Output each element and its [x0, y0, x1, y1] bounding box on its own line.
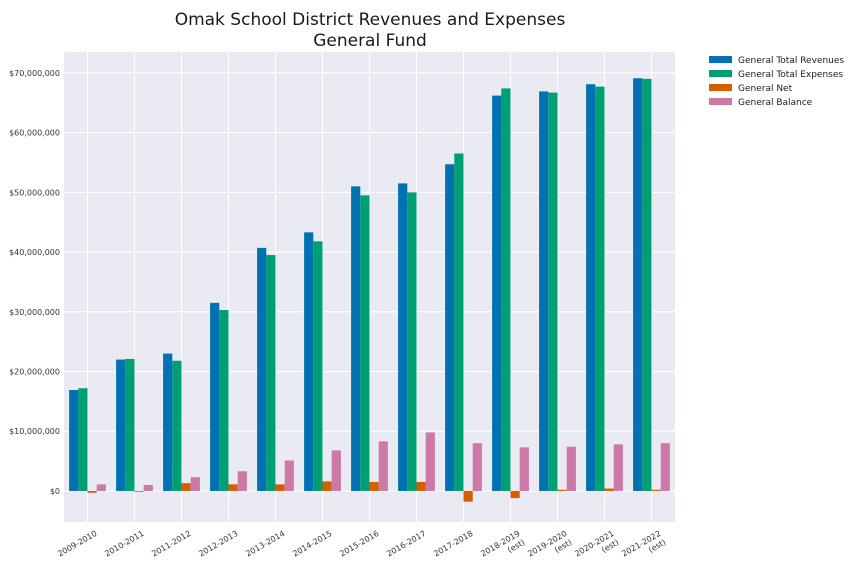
y-tick-label: $20,000,000: [9, 368, 60, 377]
bar-general-net: [134, 490, 144, 492]
bar-general-total-expenses: [172, 360, 182, 491]
bar-general-balance: [237, 471, 247, 491]
bar-general-net: [275, 484, 285, 491]
legend: General Total Revenues General Total Expe…: [709, 56, 844, 108]
bar-general-balance: [331, 450, 341, 491]
bar-general-balance: [143, 484, 153, 491]
x-tick-label: 2021-2022(est): [620, 529, 667, 567]
bar-general-total-expenses: [595, 86, 605, 491]
bar-general-total-revenues: [304, 232, 314, 491]
bar-general-net: [604, 488, 614, 491]
bar-general-balance: [472, 443, 482, 491]
chart-title-line-2: General Fund: [313, 31, 427, 51]
legend-label: General Total Expenses: [738, 70, 843, 80]
bar-general-total-revenues: [633, 78, 643, 491]
bar-general-total-revenues: [445, 164, 455, 491]
bar-general-net: [651, 489, 661, 491]
bar-general-net: [463, 490, 473, 502]
x-tick-label: 2020-2021(est): [573, 529, 620, 567]
bar-general-total-revenues: [398, 183, 408, 491]
legend-swatch: [709, 84, 732, 91]
y-tick-label: $10,000,000: [9, 427, 60, 436]
bar-general-net: [510, 490, 520, 499]
y-tick-label: $70,000,000: [9, 69, 60, 78]
x-tick-label: 2019-2020(est): [526, 529, 573, 567]
bar-general-total-expenses: [501, 88, 511, 491]
bar-general-net: [87, 490, 97, 493]
legend-label: General Balance: [738, 98, 813, 108]
bar-general-balance: [613, 444, 623, 491]
bar-general-total-revenues: [351, 186, 361, 491]
bar-general-balance: [566, 446, 576, 491]
bar-general-total-expenses: [219, 309, 229, 491]
x-tick-label: 2013-2014: [244, 529, 286, 559]
bar-general-balance: [190, 477, 200, 491]
legend-label: General Total Revenues: [738, 56, 844, 66]
bar-general-total-expenses: [360, 195, 370, 491]
x-tick-label: 2014-2015: [291, 529, 333, 559]
bar-general-total-revenues: [116, 359, 126, 491]
bar-general-total-expenses: [313, 241, 323, 491]
bar-general-total-revenues: [492, 95, 502, 491]
x-axis-ticks: 2009-2010 2010-2011 2011-2012 2012-2013 2013…: [56, 529, 667, 567]
bar-general-total-expenses: [125, 358, 135, 491]
x-tick-label: 2010-2011: [103, 529, 145, 559]
x-tick-label: 2018-2019(est): [479, 529, 526, 567]
bar-general-balance: [378, 441, 388, 491]
bar-general-net: [369, 481, 379, 491]
legend-swatch: [709, 98, 732, 105]
bar-general-total-revenues: [257, 247, 267, 491]
bar-general-total-expenses: [78, 388, 88, 491]
y-tick-label: $0: [50, 487, 60, 496]
legend-swatch: [709, 70, 732, 77]
bar-general-total-expenses: [407, 192, 417, 491]
x-tick-label: 2009-2010: [56, 529, 98, 559]
bar-general-total-expenses: [642, 78, 652, 491]
x-tick-label: 2017-2018: [432, 529, 474, 559]
y-tick-label: $30,000,000: [9, 308, 60, 317]
bar-general-net: [181, 483, 191, 491]
y-tick-label: $50,000,000: [9, 188, 60, 197]
y-axis-ticks: $0 $10,000,000 $20,000,000 $30,000,000 $40,0…: [9, 69, 60, 496]
bar-general-balance: [425, 432, 435, 491]
x-tick-label: 2011-2012: [150, 529, 192, 559]
bar-general-total-revenues: [210, 302, 220, 491]
bar-general-net: [557, 489, 567, 491]
bar-general-total-expenses: [454, 153, 464, 491]
bar-general-total-expenses: [548, 92, 558, 491]
bar-general-total-revenues: [586, 84, 596, 491]
bar-general-balance: [519, 447, 529, 491]
y-tick-label: $60,000,000: [9, 129, 60, 138]
x-tick-label: 2012-2013: [197, 529, 239, 559]
bar-general-net: [228, 484, 238, 491]
chart-title-line-1: Omak School District Revenues and Expens…: [175, 10, 566, 30]
x-tick-label: 2015-2016: [338, 529, 380, 559]
bar-general-total-revenues: [539, 91, 549, 491]
bar-general-net: [322, 481, 332, 491]
bar-general-total-revenues: [163, 353, 173, 491]
x-tick-label: 2016-2017: [385, 529, 427, 559]
bar-general-balance: [660, 443, 670, 491]
bar-general-net: [416, 481, 426, 491]
legend-label: General Net: [738, 84, 793, 94]
bar-general-total-expenses: [266, 255, 276, 491]
bar-general-balance: [96, 484, 106, 491]
bars: [69, 78, 670, 502]
y-tick-label: $40,000,000: [9, 248, 60, 257]
legend-swatch: [709, 56, 732, 63]
bar-general-total-revenues: [69, 390, 79, 491]
bar-general-balance: [284, 460, 294, 491]
